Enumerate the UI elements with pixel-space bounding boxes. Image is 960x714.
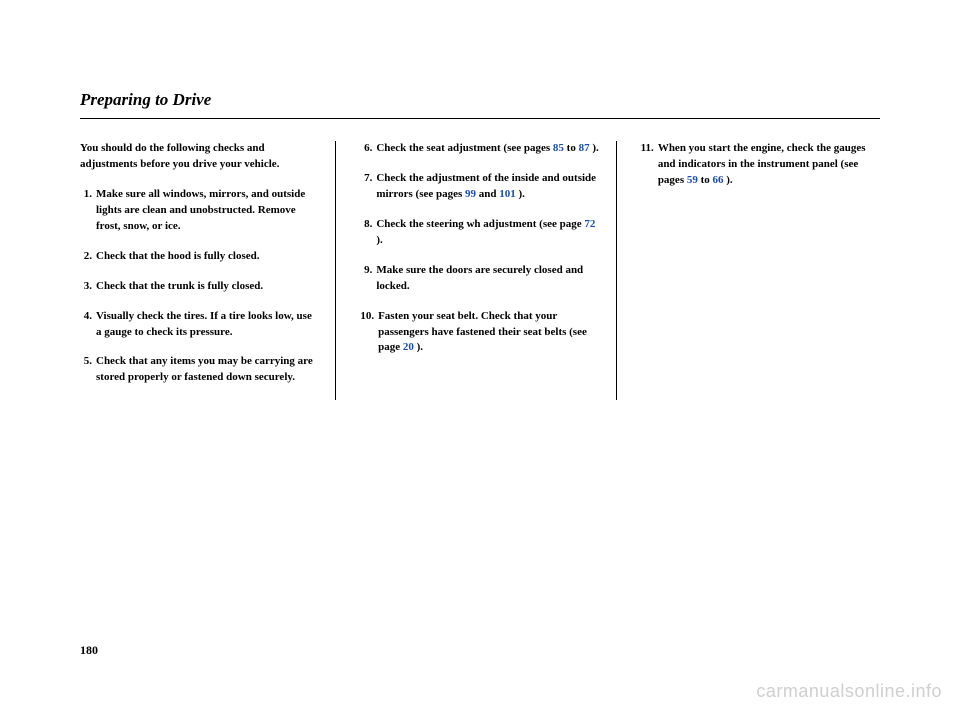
item-number: 4. <box>80 309 96 341</box>
page-link[interactable]: 87 <box>579 142 590 154</box>
item-number: 10. <box>360 309 378 357</box>
list-item: 6. Check the seat adjustment (see pages … <box>360 141 599 157</box>
divider <box>80 118 880 119</box>
item-text: Check the steering wh adjustment (see pa… <box>376 217 599 249</box>
item-text: Make sure all windows, mirrors, and outs… <box>96 187 319 235</box>
page-link[interactable]: 101 <box>499 188 516 200</box>
list-item: 7. Check the adjustment of the inside an… <box>360 171 599 203</box>
item-text: Check that the hood is fully closed. <box>96 249 319 265</box>
item-number: 9. <box>360 263 376 295</box>
item-text: Check that any items you may be carrying… <box>96 354 319 386</box>
item-number: 2. <box>80 249 96 265</box>
columns: You should do the following checks and a… <box>80 141 880 400</box>
page-link[interactable]: 66 <box>713 174 724 186</box>
item-text: Check that the trunk is fully closed. <box>96 279 319 295</box>
item-text: Check the adjustment of the inside and o… <box>376 171 599 203</box>
item-number: 7. <box>360 171 376 203</box>
list-item: 9. Make sure the doors are securely clos… <box>360 263 599 295</box>
item-number: 6. <box>360 141 376 157</box>
item-number: 5. <box>80 354 96 386</box>
item-text: Visually check the tires. If a tire look… <box>96 309 319 341</box>
item-text: When you start the engine, check the gau… <box>658 141 880 189</box>
list-item: 1. Make sure all windows, mirrors, and o… <box>80 187 319 235</box>
list-item: 3. Check that the trunk is fully closed. <box>80 279 319 295</box>
list-item: 2. Check that the hood is fully closed. <box>80 249 319 265</box>
item-number: 8. <box>360 217 376 249</box>
item-text: Make sure the doors are securely closed … <box>376 263 599 295</box>
column-1: You should do the following checks and a… <box>80 141 336 400</box>
list-item: 5. Check that any items you may be carry… <box>80 354 319 386</box>
item-text: Fasten your seat belt. Check that your p… <box>378 309 600 357</box>
item-number: 3. <box>80 279 96 295</box>
item-number: 1. <box>80 187 96 235</box>
page-number: 180 <box>80 643 98 658</box>
page-link[interactable]: 20 <box>403 341 414 353</box>
item-text: Check the seat adjustment (see pages 85 … <box>376 141 599 157</box>
page-link[interactable]: 59 <box>687 174 698 186</box>
list-item: 8. Check the steering wh adjustment (see… <box>360 217 599 249</box>
intro-text: You should do the following checks and a… <box>80 141 319 173</box>
list-item: 4. Visually check the tires. If a tire l… <box>80 309 319 341</box>
page-link[interactable]: 72 <box>584 218 595 230</box>
column-2: 6. Check the seat adjustment (see pages … <box>360 141 616 400</box>
item-number: 11. <box>641 141 658 189</box>
list-item: 11. When you start the engine, check the… <box>641 141 880 189</box>
watermark: carmanualsonline.info <box>756 681 942 702</box>
list-item: 10. Fasten your seat belt. Check that yo… <box>360 309 599 357</box>
page-link[interactable]: 99 <box>465 188 476 200</box>
page-title: Preparing to Drive <box>80 90 880 110</box>
column-3: 11. When you start the engine, check the… <box>641 141 880 400</box>
page-link[interactable]: 85 <box>553 142 564 154</box>
